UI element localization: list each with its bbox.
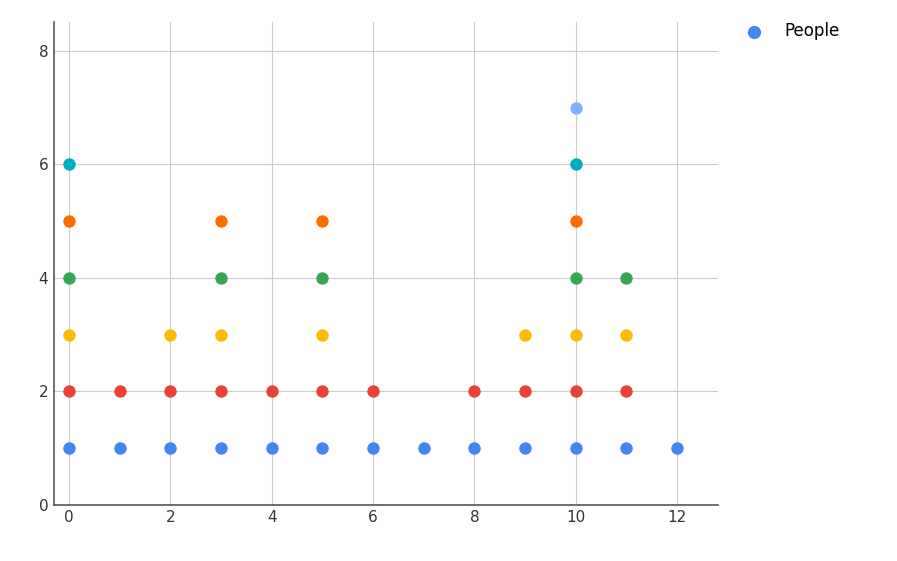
Point xyxy=(315,217,329,226)
Point xyxy=(467,387,482,396)
Point xyxy=(163,387,178,396)
Point xyxy=(62,330,76,339)
Point xyxy=(315,387,329,396)
Point xyxy=(112,444,126,453)
Point xyxy=(213,387,228,396)
Point xyxy=(569,217,583,226)
Point xyxy=(62,387,76,396)
Point xyxy=(416,444,431,453)
Point xyxy=(163,330,178,339)
Point xyxy=(366,387,380,396)
Legend: People: People xyxy=(737,22,840,40)
Point xyxy=(569,444,583,453)
Point xyxy=(62,160,76,169)
Point xyxy=(213,273,228,282)
Point xyxy=(213,330,228,339)
Point xyxy=(569,273,583,282)
Point xyxy=(315,273,329,282)
Point xyxy=(569,160,583,169)
Point xyxy=(265,387,279,396)
Point xyxy=(518,330,532,339)
Point xyxy=(62,444,76,453)
Point xyxy=(315,444,329,453)
Point xyxy=(163,444,178,453)
Point xyxy=(619,387,633,396)
Point xyxy=(569,387,583,396)
Point xyxy=(619,330,633,339)
Point xyxy=(467,444,482,453)
Point xyxy=(213,444,228,453)
Point xyxy=(619,444,633,453)
Point xyxy=(213,217,228,226)
Point xyxy=(569,330,583,339)
Point xyxy=(619,273,633,282)
Point xyxy=(569,103,583,112)
Point xyxy=(518,444,532,453)
Point xyxy=(366,444,380,453)
Point xyxy=(112,387,126,396)
Point xyxy=(315,330,329,339)
Point xyxy=(265,444,279,453)
Point xyxy=(670,444,684,453)
Point xyxy=(62,273,76,282)
Point xyxy=(62,217,76,226)
Point xyxy=(518,387,532,396)
